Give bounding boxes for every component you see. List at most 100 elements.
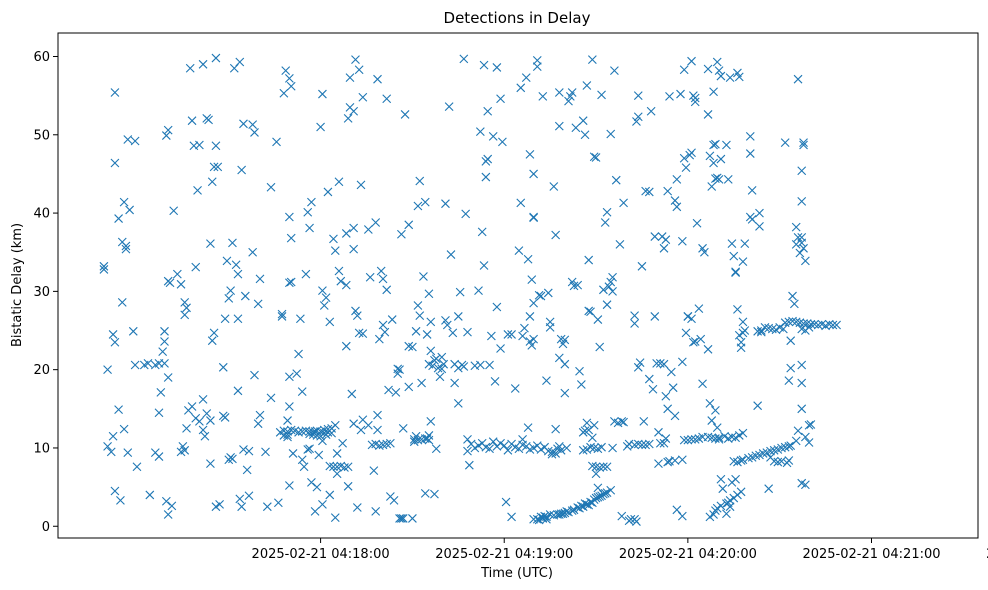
data-point-marker (286, 277, 296, 287)
data-point-marker (332, 462, 342, 472)
data-point-marker (709, 87, 718, 97)
data-point-marker (329, 462, 338, 472)
data-point-marker (404, 382, 414, 392)
data-point-marker (330, 246, 340, 256)
data-point-marker (250, 370, 259, 380)
data-point-marker (477, 227, 487, 237)
data-point-marker (738, 455, 748, 465)
data-point-marker (637, 261, 647, 271)
data-point-marker (597, 90, 606, 100)
data-point-marker (354, 65, 364, 75)
data-point-marker (712, 423, 722, 432)
data-point-marker (182, 303, 191, 313)
data-point-marker (738, 257, 748, 267)
data-point-marker (349, 106, 359, 116)
data-point-marker (389, 496, 399, 505)
data-point-marker (659, 438, 669, 448)
data-point-marker (176, 279, 186, 289)
data-point-marker (600, 218, 610, 227)
data-point-marker (220, 413, 230, 422)
data-point-marker (799, 319, 808, 328)
data-point-marker (450, 378, 460, 388)
data-point-marker (284, 481, 294, 490)
data-point-marker (428, 361, 437, 371)
data-point-marker (332, 449, 342, 458)
data-point-marker (778, 324, 788, 334)
data-point-marker (206, 416, 215, 425)
data-point-marker (169, 206, 179, 216)
x-axis-ticks: 2025-02-21 04:18:00 2025-02-21 04:19:00 20… (252, 538, 988, 562)
data-point-marker (316, 122, 325, 132)
data-point-marker (747, 214, 757, 224)
data-point-marker (191, 262, 201, 272)
data-point-marker (545, 322, 555, 332)
data-point-marker (253, 299, 263, 309)
data-point-marker (745, 149, 755, 158)
data-point-marker (791, 240, 801, 249)
data-point-marker (755, 208, 764, 218)
data-point-marker (813, 320, 823, 330)
data-point-marker (117, 297, 127, 307)
data-point-marker (426, 416, 436, 426)
data-point-marker (711, 139, 720, 149)
data-point-marker (356, 425, 366, 435)
data-point-marker (319, 428, 329, 438)
data-point-marker (294, 349, 303, 359)
data-point-marker (793, 74, 803, 84)
data-point-marker (584, 255, 594, 265)
data-point-marker (705, 151, 715, 161)
data-point-marker (307, 478, 316, 487)
data-point-marker (532, 62, 542, 72)
data-point-marker (663, 186, 673, 196)
data-point-marker (318, 499, 327, 509)
data-point-marker (154, 408, 164, 418)
data-point-marker (725, 73, 735, 83)
data-point-marker (187, 402, 197, 411)
data-point-marker (180, 310, 190, 320)
data-point-marker (288, 449, 298, 458)
data-point-marker (599, 285, 608, 295)
data-point-marker (722, 509, 731, 519)
data-point-marker (797, 196, 807, 206)
data-point-marker (712, 57, 722, 67)
data-point-marker (498, 137, 507, 147)
data-point-marker (373, 410, 382, 420)
data-point-marker (797, 232, 807, 242)
data-point-marker (624, 516, 634, 526)
data-point-marker (161, 496, 171, 506)
data-point-marker (589, 443, 599, 453)
data-point-marker (284, 372, 294, 382)
data-point-marker (707, 182, 717, 191)
data-point-marker (786, 363, 796, 373)
data-point-marker (804, 322, 814, 332)
data-point-marker (239, 119, 248, 129)
data-point-marker (235, 57, 245, 67)
data-point-marker (639, 416, 649, 426)
x-tick-label: 2025-02-21 04:21:00 (802, 547, 940, 562)
data-point-marker (736, 487, 746, 497)
data-point-marker (604, 282, 614, 292)
data-point-marker (554, 442, 564, 451)
data-point-marker (213, 162, 223, 172)
data-point-marker (532, 56, 542, 65)
data-point-marker (312, 431, 322, 440)
data-point-marker (231, 260, 241, 270)
data-point-marker (160, 326, 169, 336)
data-point-marker (325, 490, 335, 500)
data-point-marker (608, 272, 617, 282)
data-point-marker (529, 213, 538, 223)
data-point-marker (806, 420, 816, 429)
data-point-marker (294, 427, 303, 437)
data-point-marker (195, 416, 204, 426)
data-point-marker (514, 246, 524, 256)
data-point-marker (714, 433, 724, 443)
data-point-marker (233, 386, 243, 396)
data-point-marker (466, 439, 476, 449)
data-point-marker (128, 326, 138, 336)
data-point-marker (297, 387, 307, 396)
data-point-marker (672, 202, 682, 212)
y-tick-label: 50 (33, 128, 50, 143)
data-point-marker (606, 485, 616, 495)
data-point-marker (492, 302, 502, 312)
data-point-marker (630, 311, 639, 321)
